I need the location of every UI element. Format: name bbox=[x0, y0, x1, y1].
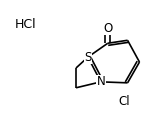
Text: S: S bbox=[84, 51, 92, 64]
Text: HCl: HCl bbox=[15, 18, 37, 31]
Text: O: O bbox=[103, 22, 112, 35]
Text: Cl: Cl bbox=[119, 95, 130, 108]
Text: N: N bbox=[97, 75, 105, 88]
